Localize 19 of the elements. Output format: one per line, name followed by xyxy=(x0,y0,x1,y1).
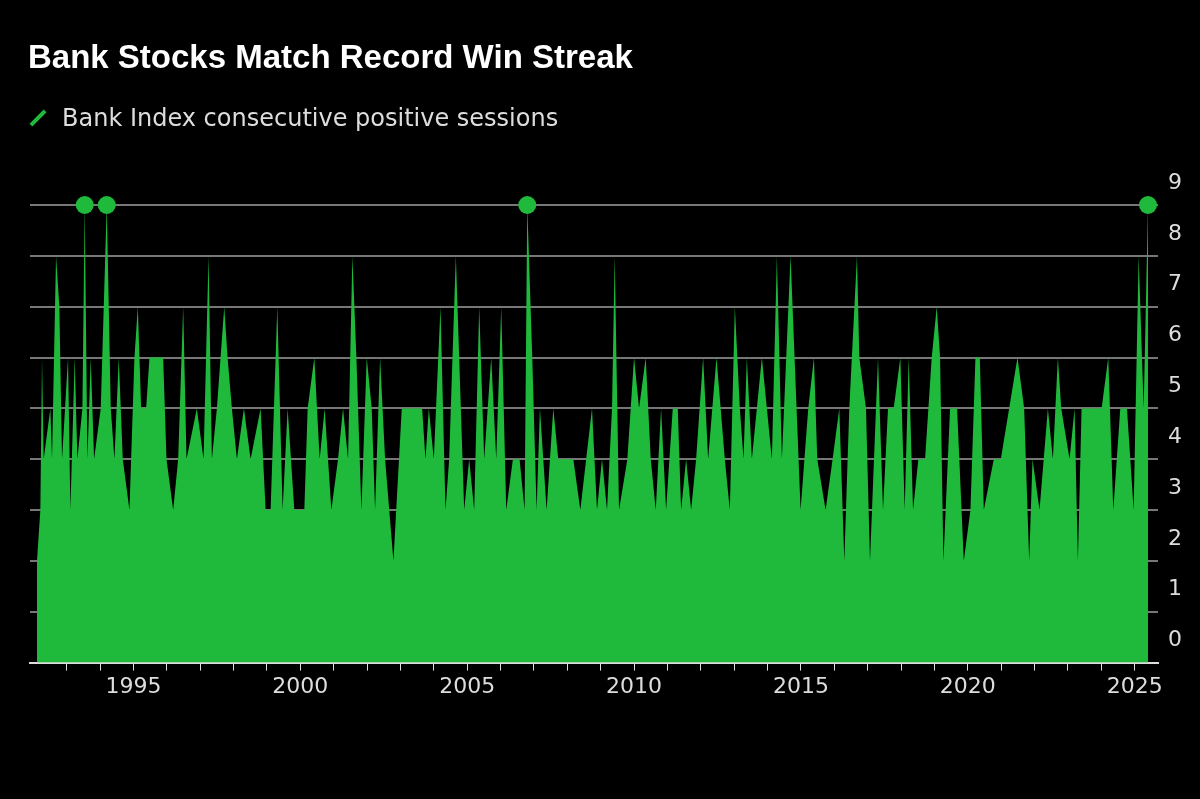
y-tick-label: 6 xyxy=(1168,321,1182,347)
x-tick-label: 2000 xyxy=(272,672,329,698)
y-tick-label: 5 xyxy=(1168,372,1182,398)
legend-label: Bank Index consecutive positive sessions xyxy=(62,104,559,132)
y-tick-label: 4 xyxy=(1168,422,1182,448)
y-tick-label: 3 xyxy=(1168,473,1182,499)
y-tick-label: 1 xyxy=(1168,575,1182,601)
x-tick-label: 1995 xyxy=(105,672,162,698)
x-tick-label: 2020 xyxy=(939,672,996,698)
x-tick-label: 2025 xyxy=(1106,672,1163,698)
y-tick-label: 7 xyxy=(1168,270,1182,296)
x-tick-label: 2015 xyxy=(772,672,829,698)
y-tick-label: 0 xyxy=(1168,626,1182,652)
y-tick-label: 9 xyxy=(1168,168,1182,194)
y-tick-label: 8 xyxy=(1168,219,1182,245)
x-tick-label: 2010 xyxy=(606,672,663,698)
y-tick-label: 2 xyxy=(1168,524,1182,550)
chart-title: Bank Stocks Match Record Win Streak xyxy=(28,38,633,76)
x-tick-label: 2005 xyxy=(439,672,496,698)
